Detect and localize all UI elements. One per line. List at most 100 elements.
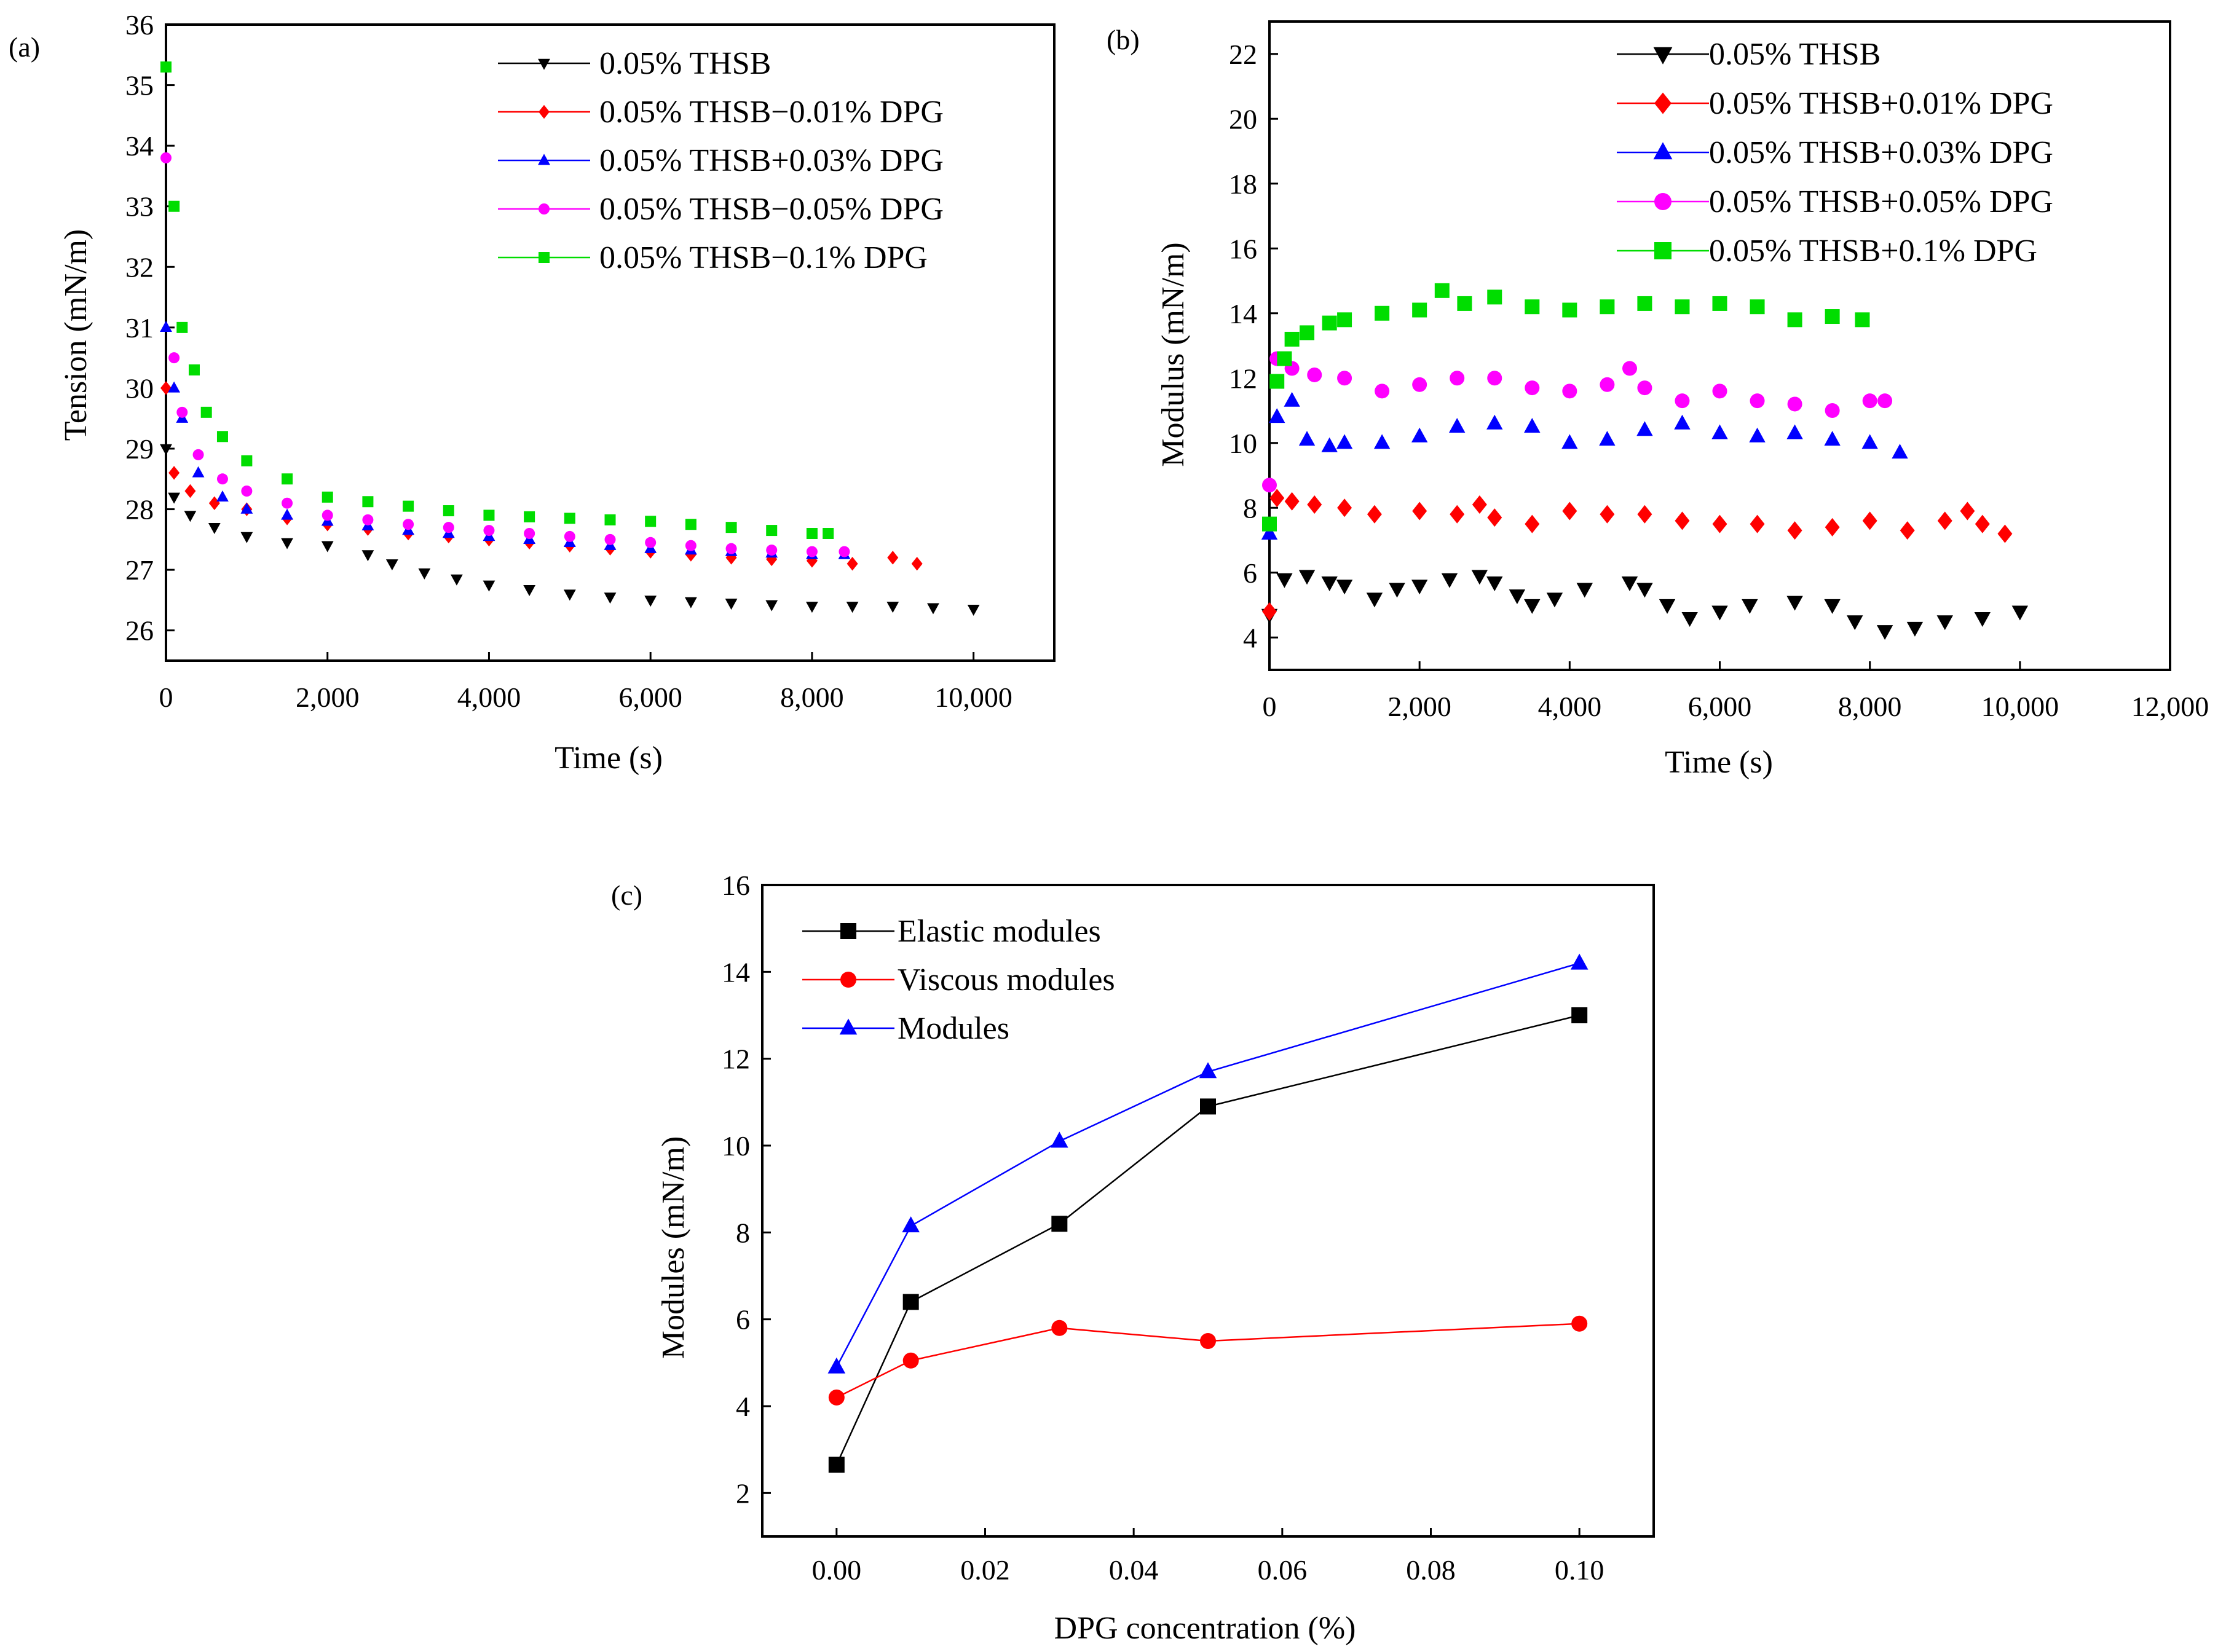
legend-item: 0.05% THSB−0.05% DPG bbox=[498, 192, 944, 227]
data-point bbox=[403, 500, 414, 512]
legend-marker bbox=[839, 1018, 858, 1035]
series-3 bbox=[827, 953, 1589, 1374]
data-point bbox=[1600, 299, 1615, 315]
panel-a-y-axis-label: Tension (mN/m) bbox=[58, 229, 93, 441]
data-point bbox=[483, 525, 495, 537]
legend-label: 0.05% THSB+0.1% DPG bbox=[1709, 234, 2037, 269]
data-point bbox=[1562, 302, 1577, 318]
data-point bbox=[1487, 371, 1502, 386]
data-point bbox=[684, 597, 697, 608]
panel-c-modules-chart: (c) 0.00 0.02 0.04 0.06 0.08 0.10 2 4 6 8 10 12 14 16… bbox=[611, 870, 1655, 1646]
data-point bbox=[685, 519, 697, 530]
data-point bbox=[1525, 299, 1540, 315]
series-4 bbox=[160, 152, 850, 557]
legend-label: 0.05% THSB−0.01% DPG bbox=[599, 95, 944, 130]
y-tick-label: 8 bbox=[1243, 492, 1257, 524]
legend-item: Modules bbox=[802, 1011, 1009, 1046]
data-point bbox=[1457, 296, 1472, 311]
data-point bbox=[828, 1457, 845, 1473]
data-point bbox=[208, 522, 221, 534]
data-point bbox=[1321, 576, 1338, 591]
data-point bbox=[604, 514, 616, 525]
data-point bbox=[1472, 495, 1487, 514]
data-point bbox=[902, 1352, 919, 1369]
series-2 bbox=[828, 1315, 1588, 1406]
data-point bbox=[1855, 312, 1870, 328]
data-point bbox=[168, 466, 180, 480]
data-point bbox=[1636, 583, 1653, 598]
data-point bbox=[1441, 573, 1458, 588]
data-point bbox=[1712, 514, 1727, 533]
data-point bbox=[361, 550, 374, 562]
data-point bbox=[1375, 384, 1390, 399]
data-point bbox=[282, 497, 293, 509]
data-point bbox=[184, 511, 197, 522]
y-tick-label: 32 bbox=[125, 251, 154, 283]
data-point bbox=[418, 568, 431, 580]
data-point bbox=[1750, 299, 1765, 315]
x-tick-label: 10,000 bbox=[1981, 691, 2059, 722]
legend-marker bbox=[1653, 47, 1673, 65]
legend-item: Viscous modules bbox=[802, 962, 1115, 997]
x-tick-label: 0.06 bbox=[1258, 1554, 1308, 1586]
data-point bbox=[1366, 592, 1383, 608]
data-point bbox=[1750, 514, 1765, 533]
data-point bbox=[362, 514, 374, 525]
data-point bbox=[1375, 305, 1390, 321]
x-tick-label: 8,000 bbox=[780, 682, 844, 713]
data-point bbox=[1876, 625, 1893, 640]
panel-a-x-axis-label: Time (s) bbox=[555, 741, 663, 776]
legend-item: 0.05% THSB+0.1% DPG bbox=[1617, 234, 2037, 269]
data-point bbox=[1675, 299, 1690, 315]
x-tick-label: 0 bbox=[159, 682, 173, 713]
y-tick-label: 33 bbox=[125, 191, 154, 222]
data-point bbox=[846, 602, 859, 613]
data-point bbox=[902, 1294, 919, 1310]
plot-frame bbox=[165, 23, 1056, 662]
data-point bbox=[1861, 434, 1878, 449]
x-tick-label: 4,000 bbox=[457, 682, 521, 713]
data-point bbox=[1681, 612, 1698, 627]
y-tick-label: 10 bbox=[1229, 428, 1257, 459]
data-point bbox=[1336, 434, 1353, 449]
data-point bbox=[523, 584, 536, 596]
data-point bbox=[2011, 605, 2029, 621]
data-point bbox=[828, 1389, 845, 1406]
legend: Elastic modules Viscous modules Modules bbox=[802, 914, 1115, 1046]
data-point bbox=[1373, 434, 1391, 449]
data-point bbox=[321, 541, 334, 553]
data-point bbox=[1711, 424, 1728, 439]
legend-item: 0.05% THSB+0.05% DPG bbox=[1617, 184, 2053, 219]
data-point bbox=[1862, 393, 1877, 409]
legend-marker bbox=[539, 104, 550, 119]
data-point bbox=[645, 537, 657, 548]
data-point bbox=[1412, 302, 1427, 318]
y-tick-label: 6 bbox=[1243, 557, 1257, 589]
x-tick-label: 6,000 bbox=[1688, 691, 1752, 722]
data-point bbox=[1787, 312, 1802, 328]
data-point bbox=[1525, 514, 1540, 533]
data-point bbox=[1900, 521, 1915, 540]
y-tick-label: 29 bbox=[125, 433, 154, 465]
data-point bbox=[1862, 511, 1877, 530]
data-point bbox=[839, 546, 850, 557]
legend-label: 0.05% THSB−0.1% DPG bbox=[599, 240, 928, 275]
x-tick-label: 12,000 bbox=[2131, 691, 2209, 722]
data-point bbox=[1487, 289, 1502, 305]
data-point bbox=[1284, 331, 1300, 347]
data-point bbox=[168, 492, 181, 504]
legend: 0.05% THSB 0.05% THSB+0.01% DPG 0.05% THSB… bbox=[1617, 37, 2053, 269]
series-1 bbox=[160, 444, 980, 616]
y-tick-label: 8 bbox=[736, 1217, 750, 1248]
data-point bbox=[1337, 312, 1352, 328]
data-point bbox=[1742, 599, 1758, 614]
data-point bbox=[1599, 431, 1616, 446]
data-point bbox=[200, 406, 212, 418]
data-point bbox=[1637, 380, 1652, 396]
data-point bbox=[1786, 596, 1803, 611]
legend-item: 0.05% THSB bbox=[498, 46, 771, 81]
data-point bbox=[1824, 431, 1841, 446]
data-point bbox=[403, 519, 414, 530]
legend-label: 0.05% THSB−0.05% DPG bbox=[599, 192, 944, 227]
